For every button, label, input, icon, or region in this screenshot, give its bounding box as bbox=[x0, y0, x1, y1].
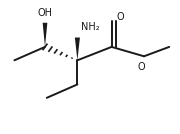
Text: OH: OH bbox=[38, 8, 53, 18]
Text: NH₂: NH₂ bbox=[81, 22, 100, 32]
Text: O: O bbox=[116, 12, 124, 22]
Text: O: O bbox=[138, 62, 145, 72]
Polygon shape bbox=[75, 38, 80, 60]
Polygon shape bbox=[43, 23, 47, 47]
